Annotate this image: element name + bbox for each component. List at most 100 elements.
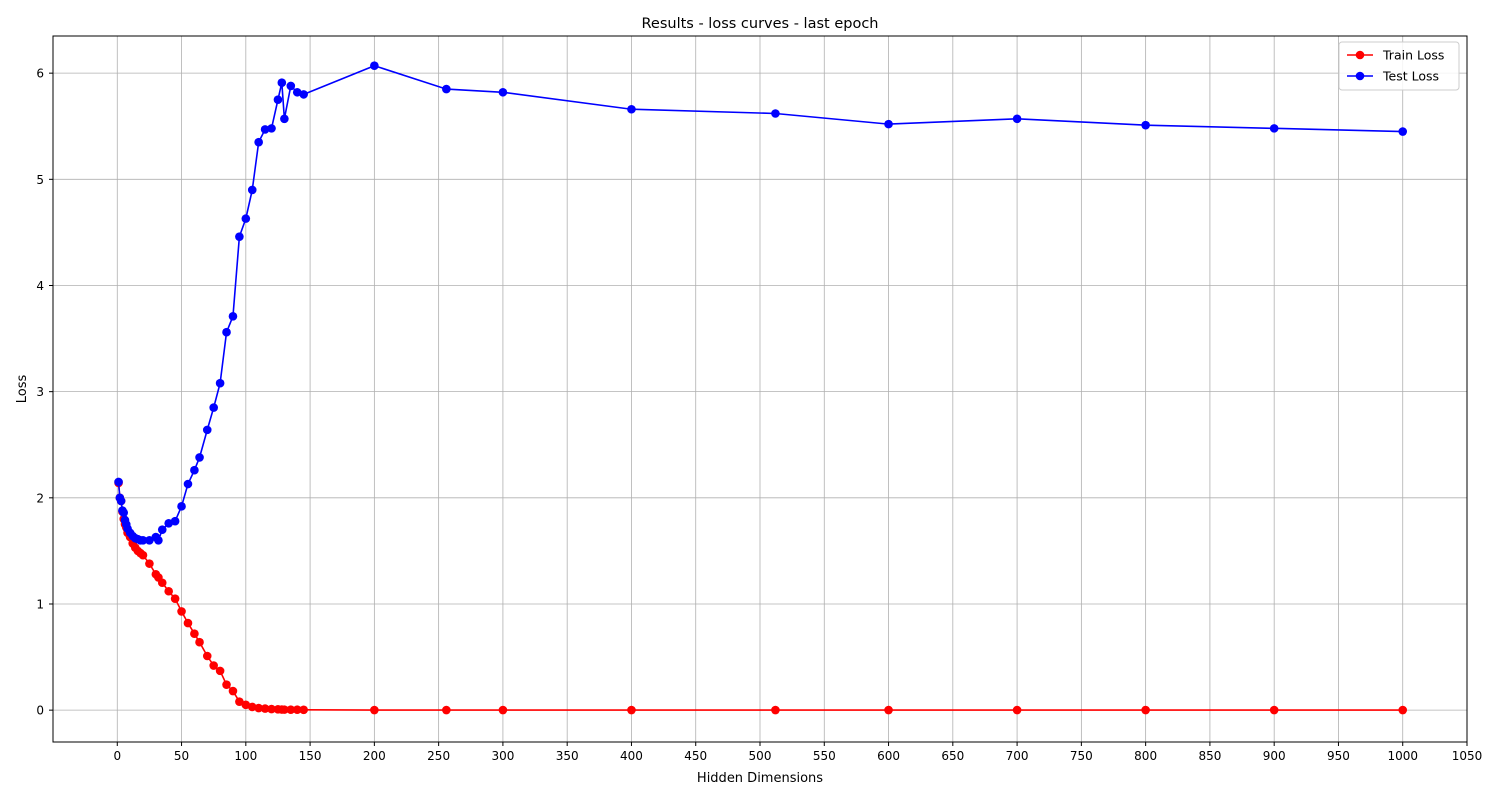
y-tick-label: 3 (36, 385, 44, 399)
train-loss-point (260, 704, 270, 713)
train-loss-point (280, 705, 289, 714)
x-tick-label: 1050 (1452, 749, 1483, 763)
train-loss-point (177, 607, 186, 616)
train-loss-point (145, 559, 154, 568)
test-loss-point (299, 90, 308, 99)
test-loss-point (370, 61, 379, 71)
test-loss-point (498, 87, 508, 97)
x-tick-label: 600 (877, 749, 900, 763)
train-loss-point (286, 705, 296, 715)
train-loss-point (267, 704, 276, 714)
test-loss-point (170, 516, 180, 526)
test-loss-point (442, 84, 451, 94)
train-loss-point (370, 705, 379, 715)
x-tick-label: 350 (556, 749, 579, 763)
test-loss-series (114, 61, 1408, 545)
test-loss-point (215, 378, 225, 388)
train-loss-legend-label: Train Loss (1382, 48, 1444, 63)
train-loss-point (254, 703, 263, 713)
train-loss-point (157, 578, 167, 588)
x-tick-label: 0 (113, 749, 121, 763)
x-tick-label: 750 (1070, 749, 1093, 763)
train-loss-point (247, 702, 257, 712)
test-loss-point (1012, 114, 1022, 124)
test-loss-point (209, 403, 218, 412)
train-loss-point (1398, 705, 1408, 715)
train-loss-point (235, 697, 244, 706)
test-loss-point (235, 232, 244, 241)
train-loss-point (442, 705, 451, 715)
test-loss-point (277, 78, 287, 88)
x-tick-label: 300 (491, 749, 514, 763)
test-loss-point (154, 535, 163, 545)
test-loss-point (116, 496, 126, 506)
legend-box (1338, 41, 1460, 91)
test-loss-point (202, 425, 212, 435)
test-loss-legend-label: Test Loss (1382, 69, 1439, 84)
train-loss-point (190, 629, 199, 639)
train-loss-point (771, 705, 780, 715)
test-loss-legend-marker (1355, 71, 1365, 81)
test-loss-point (183, 479, 193, 489)
test-loss-point (1398, 127, 1408, 136)
train-loss-point (228, 686, 238, 696)
train-loss-point (209, 661, 218, 670)
grid-lines (53, 36, 1468, 742)
train-loss-point (884, 705, 893, 715)
x-tick-label: 200 (363, 749, 386, 763)
x-tick-label: 800 (1134, 749, 1157, 763)
x-tick-label: 1000 (1387, 749, 1418, 763)
test-loss-point (222, 327, 231, 337)
train-loss-point (195, 637, 204, 647)
test-loss-point (273, 95, 283, 104)
train-loss-point (222, 680, 231, 689)
x-tick-label: 900 (1263, 749, 1286, 763)
test-loss-point (1141, 120, 1150, 130)
test-loss-point (627, 104, 636, 114)
y-axis-label: Loss (15, 375, 30, 404)
test-loss-point (119, 508, 128, 517)
test-loss-point (157, 525, 167, 534)
axes: 0 50 100 150 200 250 300 350 400 450 500 550 600 650 7… (36, 35, 1483, 763)
x-tick-label: 100 (234, 749, 257, 763)
series-group (114, 61, 1408, 715)
train-loss-point (183, 618, 193, 628)
chart-title: Results - loss curves - last epoch (642, 16, 879, 32)
train-loss-point (1269, 705, 1279, 715)
test-loss-point (280, 114, 289, 124)
x-tick-label: 950 (1327, 749, 1350, 763)
test-loss-point (190, 465, 199, 475)
x-tick-label: 50 (174, 749, 189, 763)
train-loss-point (164, 586, 173, 596)
x-tick-label: 850 (1198, 749, 1221, 763)
train-loss-series (114, 478, 1408, 715)
train-loss-legend-marker (1355, 50, 1365, 60)
x-tick-label: 450 (684, 749, 707, 763)
test-loss-point (228, 311, 238, 321)
y-tick-label: 0 (36, 704, 44, 718)
test-loss-point (114, 477, 123, 487)
test-loss-point (884, 119, 893, 129)
x-axis-label: Hidden Dimensions (697, 771, 823, 786)
x-tick-label: 250 (427, 749, 450, 763)
legend: Train Loss Test Loss (1338, 41, 1460, 91)
train-loss-point (215, 666, 225, 676)
train-loss-point (1141, 705, 1150, 715)
test-loss-point (286, 81, 296, 91)
y-tick-label: 4 (36, 279, 44, 293)
train-loss-point (292, 705, 302, 715)
x-tick-label: 500 (749, 749, 772, 763)
test-loss-point (260, 125, 270, 134)
y-tick-label: 1 (36, 597, 44, 611)
train-loss-point (138, 550, 148, 560)
test-loss-point (1269, 124, 1279, 133)
train-loss-point (498, 705, 508, 715)
x-tick-label: 650 (941, 749, 964, 763)
y-tick-label: 2 (36, 491, 44, 505)
test-loss-point (241, 214, 251, 223)
y-tick-label: 6 (36, 67, 44, 81)
test-loss-point (267, 124, 276, 133)
test-loss-point (254, 137, 263, 147)
